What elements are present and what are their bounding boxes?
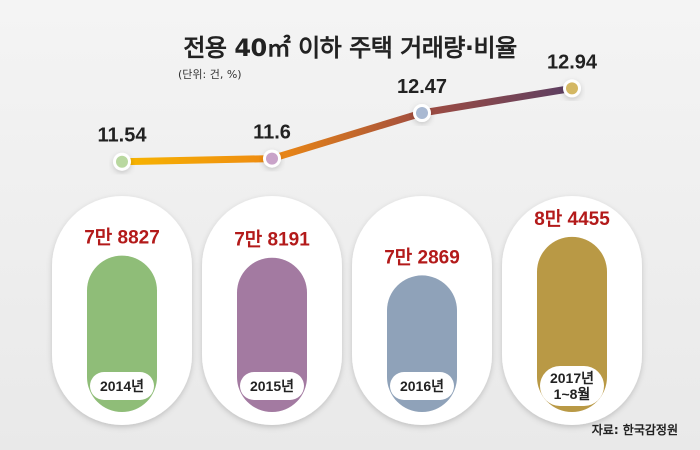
ratio-label: 11.6 <box>253 122 291 144</box>
source-note: 자료: 한국감정원 <box>591 423 678 437</box>
volume-label: 7만 8191 <box>234 229 310 251</box>
volume-label: 7만 2869 <box>384 246 460 268</box>
ratio-marker <box>416 107 428 119</box>
category-label: 2015년 <box>250 378 294 394</box>
unit-note: (단위: 건, %) <box>178 68 242 81</box>
ratio-label: 12.94 <box>547 51 598 73</box>
ratio-line <box>118 84 576 166</box>
ratio-label: 12.47 <box>397 76 447 98</box>
chart-title: 전용 40㎡ 이하 주택 거래량·비율 <box>183 34 517 62</box>
category-label: 2017년 <box>550 370 594 386</box>
ratio-label: 11.54 <box>98 125 148 147</box>
category-label: 1~8월 <box>554 386 591 402</box>
volume-label: 7만 8827 <box>84 227 160 249</box>
ratio-marker <box>116 155 128 168</box>
ratio-marker <box>566 82 578 95</box>
category-label: 2016년 <box>400 378 444 394</box>
ratio-marker <box>266 152 278 165</box>
volume-label: 8만 4455 <box>534 208 610 230</box>
category-label-box <box>540 366 604 406</box>
category-label-box <box>90 372 154 400</box>
category-label-box <box>390 372 454 400</box>
category-label: 2014년 <box>100 378 144 394</box>
category-label-box <box>240 372 304 400</box>
